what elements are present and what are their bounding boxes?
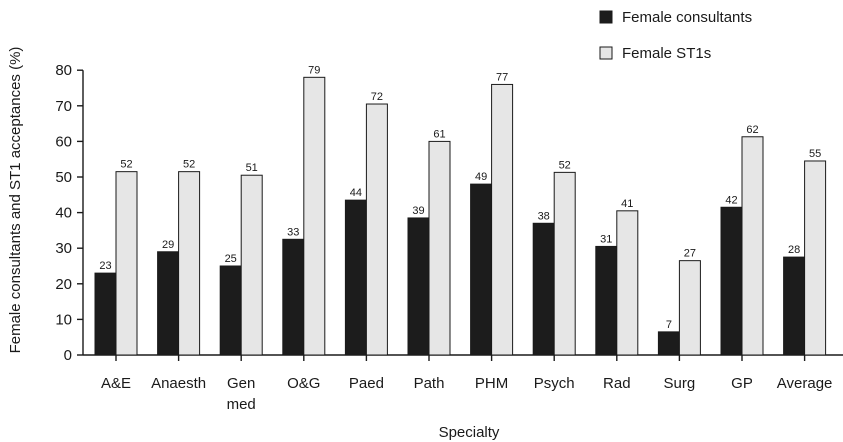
data-label: 29 [162, 239, 174, 251]
data-label: 49 [475, 171, 487, 183]
bar-female-consultants [94, 272, 117, 356]
bar-female-st1s [178, 171, 201, 356]
x-tick-label: Surg [664, 375, 696, 392]
bar-female-consultants [344, 199, 367, 356]
data-label: 52 [559, 159, 571, 171]
data-label: 52 [120, 159, 132, 171]
x-tick-label: GP [731, 375, 753, 392]
x-tick-label: Path [414, 375, 445, 392]
x-tick-label: Anaesth [151, 375, 206, 392]
data-label: 72 [371, 91, 383, 103]
x-axis-title: Specialty [439, 424, 500, 441]
bar-female-st1s [491, 83, 514, 356]
chart-bars [94, 76, 827, 356]
y-tick-label: 50 [55, 169, 72, 186]
bar-female-st1s [303, 76, 326, 356]
chart-labels: 23 52 A&E 29 52 Anaesth 25 51 Gen med 33 79 O&G 44 72 P… [99, 64, 832, 413]
data-label: 7 [666, 319, 672, 331]
y-tick-label: 40 [55, 205, 72, 222]
data-label: 27 [684, 248, 696, 260]
data-label: 79 [308, 64, 320, 76]
bar-female-st1s [240, 174, 263, 356]
bar-female-consultants [157, 251, 180, 356]
data-label: 38 [538, 210, 550, 222]
data-label: 44 [350, 187, 362, 199]
data-label: 41 [621, 198, 633, 210]
y-tick-label: 60 [55, 133, 72, 150]
y-tick-label: 0 [64, 347, 72, 364]
data-label: 28 [788, 244, 800, 256]
x-tick-label: Paed [349, 375, 384, 392]
data-label: 55 [809, 148, 821, 160]
y-tick-label: 20 [55, 276, 72, 293]
bar-female-consultants [595, 245, 618, 356]
data-label: 25 [225, 253, 237, 265]
bar-female-st1s [428, 140, 451, 356]
y-axis-title: Female consultants and ST1 acceptances (… [7, 47, 24, 354]
bar-female-st1s [804, 160, 827, 356]
chart-legend: Female consultants Female ST1s [599, 9, 752, 62]
bar-female-st1s [678, 260, 701, 356]
data-label: 61 [433, 128, 445, 140]
bar-female-consultants [657, 331, 680, 356]
data-label: 51 [246, 162, 258, 174]
bar-female-consultants [219, 265, 242, 356]
x-tick-label: PHM [475, 375, 508, 392]
legend-swatch-female-st1s [599, 46, 613, 60]
bar-female-st1s [616, 210, 639, 356]
y-tick-label: 70 [55, 98, 72, 115]
y-tick-label: 10 [55, 311, 72, 328]
bar-female-st1s [115, 171, 138, 356]
y-tick-label: 30 [55, 240, 72, 257]
data-label: 31 [600, 233, 612, 245]
chart-axes: 0 10 20 30 40 50 60 70 80 [55, 62, 843, 364]
y-tick-label: 80 [55, 62, 72, 79]
x-tick-label: Average [777, 375, 833, 392]
data-label: 23 [99, 260, 111, 272]
x-tick-label: Psych [534, 375, 575, 392]
bar-female-st1s [741, 136, 764, 356]
bar-female-st1s [553, 171, 576, 356]
legend-swatch-female-consultants [599, 10, 613, 24]
bar-female-st1s [365, 103, 388, 356]
x-tick-label: Gen med [227, 375, 256, 413]
data-label: 62 [746, 124, 758, 136]
x-tick-label: A&E [101, 375, 131, 392]
data-label: 33 [287, 226, 299, 238]
data-label: 39 [412, 205, 424, 217]
data-label: 77 [496, 71, 508, 83]
bar-female-consultants [783, 256, 806, 356]
legend-label-female-consultants: Female consultants [622, 9, 752, 26]
bar-female-consultants [282, 238, 305, 356]
data-label: 42 [725, 194, 737, 206]
bar-female-consultants [720, 206, 743, 356]
bar-female-consultants [532, 222, 555, 356]
x-tick-label: O&G [287, 375, 320, 392]
legend-label-female-st1s: Female ST1s [622, 45, 711, 62]
x-tick-label: Rad [603, 375, 631, 392]
bar-female-consultants [470, 183, 493, 356]
bar-female-consultants [407, 217, 430, 356]
data-label: 52 [183, 159, 195, 171]
